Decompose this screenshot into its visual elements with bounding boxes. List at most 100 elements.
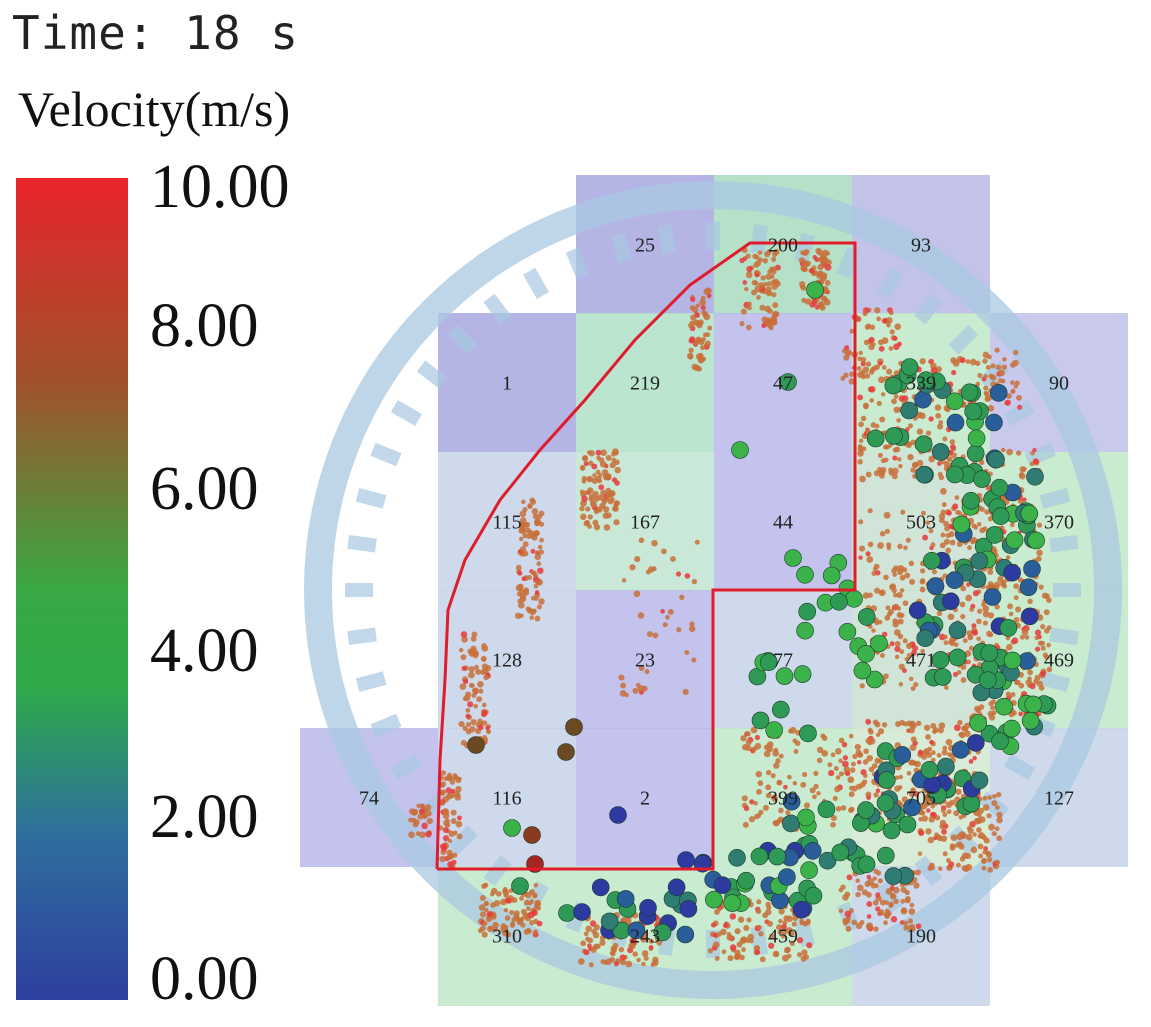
fine-particle [892, 455, 898, 461]
fine-particle [960, 664, 967, 671]
fine-particle [870, 422, 877, 428]
fine-particle [982, 358, 988, 364]
lifter-tooth [447, 324, 478, 355]
grinding-ball [916, 629, 935, 648]
fine-particle [994, 805, 1000, 810]
fine-particle [463, 694, 471, 702]
fine-particle [851, 761, 856, 767]
fine-particle [842, 755, 849, 761]
fine-particle [899, 719, 905, 726]
fine-particle [534, 901, 541, 908]
fine-particle [818, 303, 825, 310]
grinding-ball [903, 798, 921, 817]
fine-particle [1022, 497, 1027, 502]
fine-particle [864, 880, 871, 888]
grid-cell-label: 77 [773, 650, 793, 672]
fine-particle [788, 929, 795, 937]
fine-particle [908, 908, 916, 915]
fine-particle [408, 831, 415, 839]
fine-particle [879, 416, 886, 423]
fine-particle [536, 920, 543, 927]
fine-particle [809, 268, 815, 274]
fine-particle [909, 720, 916, 727]
grinding-ball [511, 877, 529, 895]
fine-particle [982, 610, 990, 618]
grinding-ball [803, 842, 822, 860]
fine-particle [849, 328, 855, 334]
fine-particle [835, 748, 842, 755]
fine-particle [481, 663, 489, 670]
fine-particle [959, 601, 966, 608]
fine-particle [967, 634, 974, 641]
grinding-ball [573, 903, 591, 921]
fine-particle [534, 553, 542, 561]
fine-particle [859, 475, 866, 483]
fine-particle [891, 587, 897, 594]
fine-particle [897, 633, 904, 640]
fine-particle [923, 749, 928, 755]
fine-particle [416, 803, 422, 809]
grinding-ball [866, 429, 885, 448]
fine-particle [843, 345, 850, 351]
fine-particle [609, 462, 616, 469]
fine-particle [840, 805, 847, 811]
fine-particle [928, 416, 934, 422]
fine-particle [707, 325, 713, 331]
fine-particle [957, 510, 963, 516]
grid-cell-label: 116 [492, 788, 521, 810]
fine-particle [592, 495, 600, 503]
fine-particle [982, 620, 988, 626]
fine-particle [748, 816, 756, 823]
fine-particle [440, 845, 448, 852]
fine-particle [883, 511, 891, 519]
fine-particle [865, 551, 871, 557]
fine-particle [632, 687, 639, 694]
fine-particle [1013, 384, 1018, 389]
fine-particle [928, 816, 936, 823]
fine-particle [753, 262, 760, 268]
fine-particle [1046, 597, 1052, 603]
fine-particle [942, 436, 948, 442]
fine-particle [449, 779, 456, 785]
fine-particle [755, 945, 761, 951]
fine-particle [881, 337, 889, 344]
fine-particle [976, 636, 981, 642]
fine-particle [867, 508, 873, 514]
fine-particle [471, 687, 478, 694]
fine-particle [580, 513, 587, 521]
fine-particle [737, 916, 745, 923]
fine-particle [862, 759, 869, 765]
fine-particle [878, 345, 885, 352]
fine-particle [935, 412, 942, 419]
grinding-ball [775, 667, 794, 685]
fine-particle [1006, 448, 1013, 456]
grid-cell-label: 2 [640, 788, 650, 810]
fine-particle [976, 618, 982, 625]
fine-particle [987, 612, 995, 619]
grinding-ball [737, 871, 756, 890]
fine-particle [859, 545, 866, 552]
fine-particle [1037, 634, 1042, 640]
fine-particle [897, 618, 904, 625]
fine-particle [865, 471, 872, 478]
fine-particle [482, 734, 488, 740]
fine-particle [982, 605, 990, 612]
fine-particle [1006, 393, 1012, 399]
fine-particle [994, 826, 1000, 832]
fine-particle [886, 323, 891, 328]
fine-particle [519, 510, 527, 518]
grinding-ball [978, 671, 997, 690]
lifter-tooth [610, 232, 632, 264]
lifter-tooth [1003, 753, 1036, 781]
fine-particle [749, 799, 755, 805]
fine-particle [739, 257, 745, 264]
fine-particle [471, 692, 477, 698]
fine-particle [880, 392, 886, 397]
fine-particle [809, 787, 816, 794]
fine-particle [951, 370, 957, 376]
fine-particle [752, 253, 758, 259]
fine-particle [862, 311, 868, 317]
fine-particle [444, 822, 451, 828]
grinding-ball [676, 925, 695, 944]
fine-particle [912, 645, 919, 652]
